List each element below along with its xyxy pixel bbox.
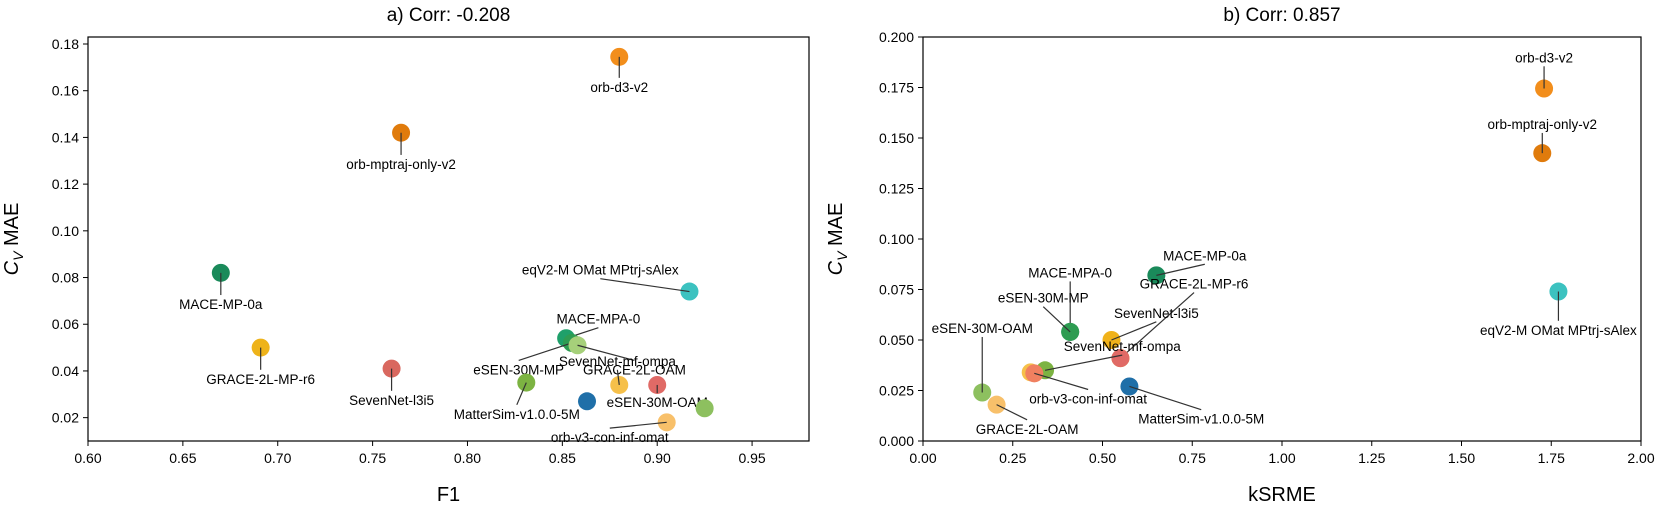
- y-axis-label-sub: V: [834, 250, 850, 261]
- x-tick-label: 2.00: [1627, 450, 1654, 466]
- x-tick-label: 0.80: [454, 450, 481, 466]
- point-label: SevenNet-mf-ompa: [559, 354, 677, 369]
- label-leader-line: [1044, 354, 1123, 371]
- point-label: orb-mptraj-only-v2: [346, 157, 456, 172]
- y-axis-label-main: C: [1, 260, 23, 275]
- y-tick-label: 0.12: [52, 176, 79, 192]
- label-leader-line: [1111, 321, 1157, 341]
- y-axis-label-sub: V: [10, 250, 26, 261]
- point-label: eSEN-30M-OAM: [607, 395, 708, 410]
- point-label: orb-d3-v2: [590, 80, 648, 95]
- point-label: orb-v3-con-inf-omat: [1029, 391, 1147, 406]
- y-tick-label: 0.125: [879, 181, 914, 197]
- point-label: MatterSim-v1.0.0-5M: [1138, 412, 1264, 427]
- x-tick-label: 0.90: [644, 450, 671, 466]
- y-tick-label: 0.04: [52, 363, 79, 379]
- x-axis-label: kSRME: [1248, 484, 1316, 506]
- point-label: MatterSim-v1.0.0-5M: [454, 407, 580, 422]
- y-axis-label: CV MAE: [1, 203, 26, 276]
- point-label: MACE-MPA-0: [1028, 265, 1112, 280]
- label-leader-line: [518, 342, 573, 362]
- point-label: MACE-MP-0a: [1163, 248, 1247, 263]
- chart-title: b) Corr: 0.857: [1223, 5, 1340, 26]
- y-tick-label: 0.050: [879, 332, 914, 348]
- point-label: MACE-MP-0a: [179, 297, 263, 312]
- point-label: orb-v3-con-inf-omat: [551, 430, 669, 445]
- label-leader-line: [1129, 385, 1202, 411]
- point-label: orb-d3-v2: [1515, 50, 1573, 65]
- label-leader-line: [1034, 372, 1089, 391]
- plot-frame: [87, 36, 810, 442]
- y-tick-label: 0.02: [52, 410, 79, 426]
- y-tick-label: 0.150: [879, 130, 914, 146]
- x-axis-label: F1: [437, 484, 460, 506]
- y-tick-label: 0.14: [52, 129, 79, 145]
- point-label: SevenNet-l3i5: [1114, 306, 1199, 321]
- data-point: [578, 392, 597, 411]
- label-leader-line: [1042, 306, 1071, 333]
- x-tick-label: 0.95: [738, 450, 765, 466]
- point-label: MACE-MPA-0: [557, 312, 641, 327]
- data-point: [1111, 349, 1130, 368]
- label-leader-line: [577, 344, 635, 362]
- panel-b: b) Corr: 0.857 0.00 0.25 0.50 0.75 1.00 1.25 1.…: [825, 5, 1655, 506]
- x-tick-label: 1.00: [1268, 450, 1295, 466]
- point-label: GRACE-2L-OAM: [583, 362, 686, 377]
- y-tick-label: 0.06: [52, 316, 79, 332]
- y-tick-label: 0.08: [52, 270, 79, 286]
- point-label: SevenNet-mf-ompa: [1064, 339, 1182, 354]
- x-tick-label: 1.75: [1538, 450, 1565, 466]
- label-leader-line: [616, 369, 620, 386]
- point-label: eSEN-30M-OAM: [932, 321, 1033, 336]
- x-tick-label: 0.65: [169, 450, 196, 466]
- panel-a: a) Corr: -0.208 0.60 0.65 0.70 0.75 0.80 0.85 0…: [1, 5, 810, 506]
- x-tick-label: 0.00: [909, 450, 936, 466]
- x-tick-label: 0.60: [74, 450, 101, 466]
- y-tick-label: 0.175: [879, 80, 914, 96]
- point-label: eSEN-30M-MP: [473, 362, 564, 377]
- y-tick-label: 0.000: [879, 433, 914, 449]
- point-label: eqV2-M OMat MPtrj-sAlex: [522, 263, 679, 278]
- label-leader-line: [1156, 263, 1205, 276]
- label-leader-line: [996, 404, 1028, 421]
- y-tick-label: 0.10: [52, 223, 79, 239]
- y-tick-label: 0.16: [52, 83, 79, 99]
- y-tick-label: 0.100: [879, 231, 914, 247]
- point-label: GRACE-2L-MP-r6: [206, 372, 315, 387]
- plot-frame: [922, 36, 1642, 442]
- label-leader-line: [516, 382, 527, 406]
- x-tick-label: 0.75: [1179, 450, 1206, 466]
- point-label: orb-mptraj-only-v2: [1488, 117, 1598, 132]
- y-tick-label: 0.075: [879, 282, 914, 298]
- x-tick-label: 0.85: [549, 450, 576, 466]
- y-axis-label-rest: MAE: [1, 203, 23, 252]
- point-label: eSEN-30M-MP: [998, 291, 1089, 306]
- label-leader-line: [600, 278, 690, 293]
- point-label: GRACE-2L-MP-r6: [1140, 277, 1249, 292]
- x-tick-label: 0.25: [999, 450, 1026, 466]
- label-leader-line: [1120, 292, 1195, 359]
- x-tick-label: 0.75: [359, 450, 386, 466]
- x-tick-label: 0.70: [264, 450, 291, 466]
- y-axis-label-main: C: [825, 260, 847, 275]
- x-tick-label: 1.50: [1448, 450, 1475, 466]
- point-label: SevenNet-l3i5: [349, 393, 434, 408]
- point-label: GRACE-2L-OAM: [976, 422, 1079, 437]
- chart-title: a) Corr: -0.208: [387, 5, 511, 26]
- x-tick-label: 0.50: [1089, 450, 1116, 466]
- y-axis-label-rest: MAE: [825, 203, 847, 252]
- x-tick-label: 1.25: [1358, 450, 1385, 466]
- point-label: eqV2-M OMat MPtrj-sAlex: [1480, 323, 1637, 338]
- y-tick-label: 0.025: [879, 383, 914, 399]
- y-tick-label: 0.200: [879, 29, 914, 45]
- y-axis-label: CV MAE: [825, 203, 850, 276]
- y-tick-label: 0.18: [52, 36, 79, 52]
- label-leader-line: [609, 421, 667, 429]
- data-point: [695, 399, 714, 418]
